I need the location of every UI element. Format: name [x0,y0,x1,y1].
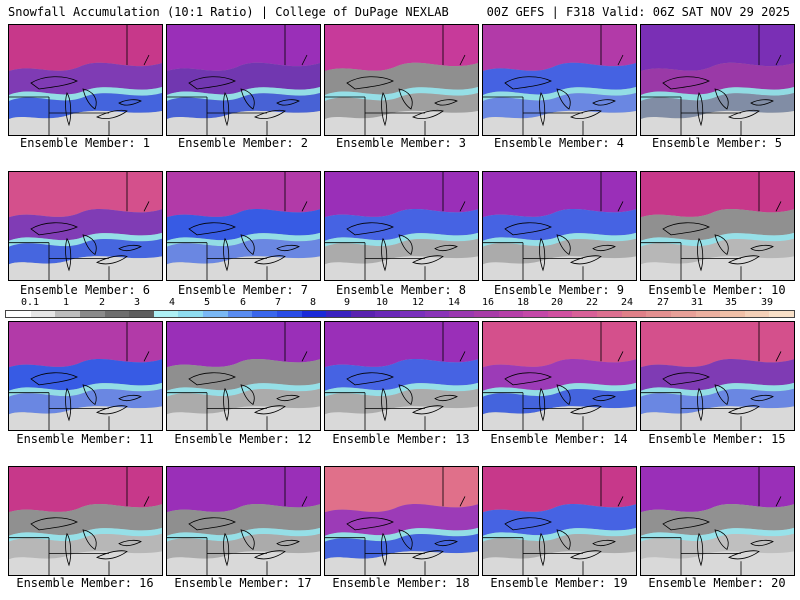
ensemble-member-label: Ensemble Member: 13 [332,432,470,446]
ensemble-member-map [482,466,637,576]
colorbar-swatch [597,311,622,317]
ensemble-member-label: Ensemble Member: 11 [16,432,154,446]
ensemble-member-map [324,321,479,431]
ensemble-member-map [640,171,795,281]
ensemble-member-label: Ensemble Member: 5 [651,136,783,150]
snowfall-colorbar [5,310,795,318]
ensemble-member-label: Ensemble Member: 1 [19,136,151,150]
colorbar-tick-label: 31 [690,297,704,308]
ensemble-member-label: Ensemble Member: 2 [177,136,309,150]
ensemble-member-map [8,171,163,281]
colorbar-tick-label: 4 [168,297,176,308]
ensemble-member-label: Ensemble Member: 20 [648,576,786,590]
colorbar-swatch [621,311,647,317]
ensemble-member-map [640,321,795,431]
colorbar-swatch [670,311,696,317]
colorbar-tick-label: 1 [62,297,70,308]
ensemble-member-label: Ensemble Member: 14 [490,432,628,446]
colorbar-swatch [744,311,770,317]
ensemble-member-label: Ensemble Member: 3 [335,136,467,150]
colorbar-tick-label: 14 [447,297,461,308]
colorbar-tick-label: 12 [411,297,425,308]
ensemble-member-label: Ensemble Member: 7 [177,283,309,297]
colorbar-swatch [203,311,228,317]
ensemble-member-map [324,171,479,281]
colorbar-tick-label: 5 [203,297,211,308]
ensemble-member-map [640,466,795,576]
ensemble-member-map [166,24,321,136]
colorbar-swatch [769,311,794,317]
ensemble-member-label: Ensemble Member: 15 [648,432,786,446]
colorbar-tick-label: 10 [375,297,389,308]
colorbar-tick-label: 24 [620,297,634,308]
colorbar-swatch [79,311,105,317]
ensemble-member-map [482,171,637,281]
ensemble-member-map [8,24,163,136]
colorbar-tick-label: 27 [656,297,670,308]
colorbar-swatch [375,311,400,317]
ensemble-member-map [166,171,321,281]
colorbar-tick-label: 16 [481,297,495,308]
ensemble-member-label: Ensemble Member: 18 [332,576,470,590]
colorbar-tick-label: 18 [516,297,530,308]
colorbar-swatch [30,311,56,317]
colorbar-swatch [646,311,671,317]
model-run-info: 00Z GEFS | F318 Valid: 06Z SAT NOV 29 20… [486,5,790,19]
ensemble-member-map [324,466,479,576]
colorbar-swatch [252,311,277,317]
colorbar-swatch [720,311,745,317]
ensemble-member-label: Ensemble Member: 12 [174,432,312,446]
ensemble-member-map [482,24,637,136]
colorbar-tick-label: 7 [274,297,282,308]
colorbar-swatch [301,311,327,317]
colorbar-swatch [326,311,351,317]
colorbar-swatch [424,311,450,317]
colorbar-swatch [523,311,548,317]
colorbar-swatch [695,311,721,317]
colorbar-swatch [6,311,31,317]
header: Snowfall Accumulation (10:1 Ratio) | Col… [0,0,800,24]
ensemble-member-map [324,24,479,136]
colorbar-tick-label: 20 [550,297,564,308]
colorbar-swatch [153,311,179,317]
colorbar-swatch [104,311,130,317]
ensemble-member-label: Ensemble Member: 8 [335,283,467,297]
ensemble-member-map [640,24,795,136]
ensemble-member-label: Ensemble Member: 17 [174,576,312,590]
ensemble-member-label: Ensemble Member: 16 [16,576,154,590]
ensemble-member-label: Ensemble Member: 4 [493,136,625,150]
ensemble-member-label: Ensemble Member: 19 [490,576,628,590]
colorbar-tick-label: 9 [343,297,351,308]
colorbar-swatch [572,311,597,317]
colorbar-tick-label: 35 [724,297,738,308]
colorbar-swatch [449,311,474,317]
colorbar-swatch [498,311,524,317]
colorbar-tick-label: 2 [98,297,106,308]
colorbar-swatch [547,311,573,317]
colorbar-swatch [55,311,80,317]
ensemble-member-map [482,321,637,431]
colorbar-swatch [227,311,253,317]
ensemble-member-label: Ensemble Member: 9 [493,283,625,297]
colorbar-tick-label: 8 [309,297,317,308]
colorbar-swatch [276,311,302,317]
colorbar-tick-label: 0.1 [20,297,40,308]
ensemble-member-label: Ensemble Member: 10 [648,283,786,297]
ensemble-member-map [166,466,321,576]
colorbar-swatch [400,311,425,317]
colorbar-tick-label: 39 [760,297,774,308]
colorbar-tick-label: 22 [585,297,599,308]
colorbar-swatch [178,311,203,317]
colorbar-swatch [473,311,499,317]
ensemble-member-map [8,466,163,576]
colorbar-tick-label: 6 [239,297,247,308]
colorbar-swatch [350,311,376,317]
colorbar-labels: 0.1 1 2 3 4 5 6 7 8 9 10 12 14 16 18 20 22 24 27 31 35 39 [5,297,795,309]
map-title: Snowfall Accumulation (10:1 Ratio) | Col… [8,5,449,19]
ensemble-member-map [8,321,163,431]
ensemble-member-map [166,321,321,431]
ensemble-member-label: Ensemble Member: 6 [19,283,151,297]
colorbar-swatch [129,311,154,317]
colorbar-tick-label: 3 [133,297,141,308]
